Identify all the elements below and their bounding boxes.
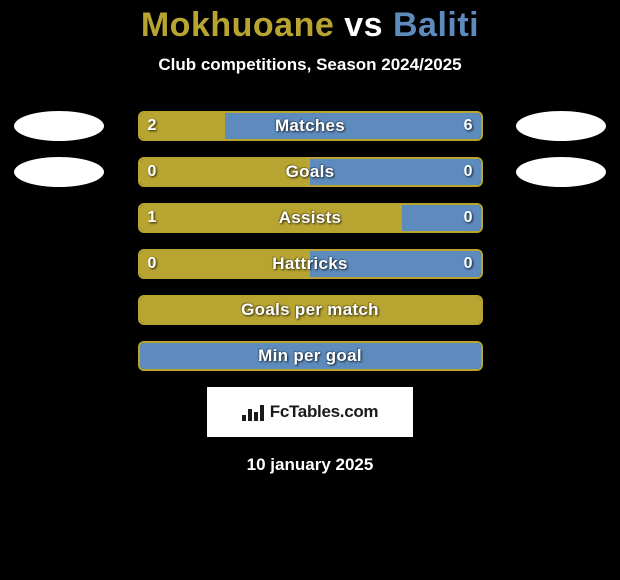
- stat-row: Min per goal: [0, 333, 620, 379]
- subtitle: Club competitions, Season 2024/2025: [0, 55, 620, 75]
- stat-row: Hattricks00: [0, 241, 620, 287]
- player1-token: [14, 157, 104, 187]
- bar-fill-right: [310, 251, 481, 277]
- player2-token: [516, 111, 606, 141]
- brand-text: FcTables.com: [270, 402, 379, 422]
- bar-track: Matches26: [138, 111, 483, 141]
- bar-fill-left: [140, 251, 311, 277]
- bar-fill-right: [225, 113, 481, 139]
- vs-text: vs: [344, 6, 383, 44]
- player1-name: Mokhuoane: [141, 6, 334, 44]
- page-title: Mokhuoane vs Baliti: [0, 6, 620, 45]
- bar-fill-left: [140, 159, 311, 185]
- bar-fill-left: [140, 205, 403, 231]
- bars-icon: [242, 403, 264, 421]
- stat-row: Matches26: [0, 103, 620, 149]
- bar-track: Hattricks00: [138, 249, 483, 279]
- comparison-card: Mokhuoane vs Baliti Club competitions, S…: [0, 0, 620, 580]
- bar-track: Goals per match: [138, 295, 483, 325]
- bar-track: Min per goal: [138, 341, 483, 371]
- player2-name: Baliti: [393, 6, 479, 44]
- brand-badge: FcTables.com: [207, 387, 413, 437]
- bar-fill-left: [140, 113, 225, 139]
- bar-fill-left: [140, 297, 481, 323]
- bar-track: Goals00: [138, 157, 483, 187]
- stat-row: Goals per match: [0, 287, 620, 333]
- bar-fill-right: [310, 159, 481, 185]
- stat-row: Assists10: [0, 195, 620, 241]
- footer-date: 10 january 2025: [0, 455, 620, 475]
- stat-row: Goals00: [0, 149, 620, 195]
- player2-token: [516, 157, 606, 187]
- player1-token: [14, 111, 104, 141]
- bar-track: Assists10: [138, 203, 483, 233]
- bar-fill-right: [402, 205, 480, 231]
- comparison-chart: Matches26 Goals00 Assists10 Hattricks00 Goal…: [0, 103, 620, 379]
- bar-fill-right: [140, 343, 481, 369]
